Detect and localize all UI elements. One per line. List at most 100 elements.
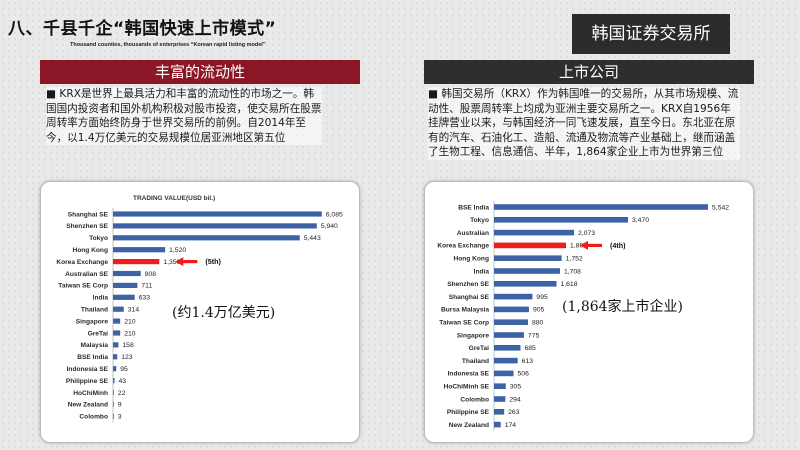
listing-chart-bar-highlight: [494, 242, 566, 249]
trading-chart-value-label: 808: [145, 271, 157, 278]
listing-chart-value-label: 1,864: [570, 243, 587, 250]
listing-chart-arrowhead-icon: [579, 240, 588, 250]
listing-chart-category-label: Australian: [457, 230, 489, 237]
listing-chart-bar: [494, 357, 518, 364]
trading-chart-bar: [113, 366, 117, 372]
trading-chart-value-label: 210: [124, 330, 136, 337]
trading-chart-bar: [113, 389, 114, 396]
trading-chart-category-label: Australian SE: [65, 271, 108, 278]
listing-chart-bar: [494, 421, 501, 428]
trading-chart-value-label: 123: [121, 354, 133, 361]
trading-chart-arrow-icon: [181, 260, 198, 264]
page-subtitle: Thousand counties, thousands of enterpri…: [70, 42, 266, 48]
listed-companies-header: 上市公司: [424, 60, 754, 84]
trading-chart-value-label: 9: [118, 402, 122, 409]
listing-chart-bar: [494, 217, 629, 223]
listing-chart-value-label: 5,542: [712, 204, 729, 211]
trading-chart-value-label: 5,940: [321, 223, 338, 230]
trading-chart-rank-label: (5th): [205, 257, 221, 266]
listing-chart-bar: [494, 306, 529, 313]
listing-chart-category-label: New Zealand: [449, 422, 489, 429]
listing-chart-category-label: Philippine SE: [447, 409, 490, 416]
trading-chart-category-label: Korea Exchange: [56, 259, 108, 266]
listed-companies-chart: BSE India 5,542 Tokyo 3,470 Australian 2,073 K…: [437, 201, 729, 431]
listing-chart-category-label: Singapore: [457, 332, 490, 339]
listing-chart-value-label: 995: [536, 294, 548, 301]
listing-chart-value-label: 613: [522, 358, 534, 365]
trading-chart-title: TRADING VALUE(USD bil.): [133, 195, 215, 202]
trading-chart-value-label: 314: [128, 307, 140, 314]
listing-chart-value-label: 1,618: [560, 281, 577, 288]
listing-chart-category-label: Thailand: [462, 358, 489, 365]
exchange-badge: 韩国证券交易所: [572, 14, 730, 54]
trading-chart-category-label: Thailand: [81, 307, 108, 314]
listing-chart-bar: [494, 255, 562, 261]
listing-chart-bar: [494, 370, 514, 377]
listed-description: ■ 韩国交易所（KRX）作为韩国唯一的交易所，从其市场规模、流动性、股票周转率上…: [428, 87, 740, 160]
trading-chart-bar: [113, 413, 114, 419]
listing-chart-category-label: HoChiMinh SE: [444, 384, 490, 391]
listing-chart-bar: [494, 319, 528, 325]
trading-chart-bar: [113, 282, 138, 288]
listing-chart-category-label: Colombo: [460, 396, 489, 403]
listing-chart-value-label: 880: [532, 320, 544, 327]
trading-chart-bar: [113, 270, 141, 277]
listing-chart-value-label: 305: [510, 384, 522, 391]
listing-chart-value-label: 263: [508, 409, 520, 416]
trading-chart-category-label: Singapore: [76, 318, 109, 325]
trading-value-chart: TRADING VALUE(USD bil.) Shanghai SE 6,085 S…: [56, 195, 343, 423]
trading-chart-category-label: India: [93, 295, 109, 302]
trading-chart-category-label: GreTai: [88, 330, 109, 337]
listing-chart-value-label: 294: [509, 396, 521, 403]
listing-chart-bar: [494, 281, 557, 287]
listing-chart-category-label: Bursa Malaysia: [441, 307, 489, 314]
liquidity-header: 丰富的流动性: [40, 60, 360, 84]
trading-chart-bar: [113, 247, 166, 253]
trading-chart-category-label: Colombo: [79, 414, 108, 421]
listing-chart-value-label: 775: [528, 332, 540, 339]
listing-chart-bar: [494, 383, 506, 389]
listing-chart-value-label: 3,470: [632, 217, 649, 224]
trading-chart-bar: [113, 378, 115, 384]
trading-chart-value-label: 22: [118, 390, 126, 397]
listing-chart-category-label: Hong Kong: [453, 256, 489, 263]
trading-chart-bar: [113, 235, 300, 241]
listing-chart-bar: [494, 396, 506, 402]
liquidity-description-text: KRX是世界上最具活力和丰富的流动性的市场之一。韩国国内投资者和国外机构积极对股…: [46, 88, 322, 144]
trading-chart-arrowhead-icon: [175, 257, 184, 267]
trading-chart-category-label: Malaysia: [81, 342, 109, 349]
listing-chart-category-label: Shenzhen SE: [447, 281, 489, 288]
trading-chart-value-label: 711: [141, 283, 152, 290]
listing-chart-category-label: GreTai: [469, 345, 490, 352]
trading-chart-value-label: 1,350: [163, 259, 180, 266]
listing-chart-bar: [494, 229, 575, 236]
listing-chart-category-label: Taiwan SE Corp: [439, 320, 489, 327]
trading-chart-value-label: 43: [118, 378, 126, 385]
trading-chart-value-label: 633: [139, 295, 151, 302]
listing-chart-value-label: 174: [505, 422, 517, 429]
trading-chart-bar: [113, 342, 119, 348]
trading-chart-category-label: Tokyo: [89, 235, 108, 242]
listing-chart-value-label: 1,708: [564, 268, 581, 275]
trading-chart-value-label: 210: [124, 318, 136, 325]
listing-chart-bar: [494, 293, 533, 300]
listing-chart-value-label: 506: [518, 371, 530, 378]
listing-chart-bar: [494, 345, 521, 351]
trading-chart-category-label: Shenzhen SE: [66, 223, 108, 230]
trading-value-annotation: (约1.4万亿美元): [172, 305, 276, 321]
trading-chart-bar: [113, 330, 121, 336]
trading-chart-value-label: 6,085: [326, 211, 343, 218]
trading-chart-category-label: Taiwan SE Corp: [58, 283, 108, 290]
listing-chart-category-label: Shanghai SE: [449, 294, 490, 301]
trading-chart-value-label: 1,520: [169, 247, 186, 254]
listing-chart-bar: [494, 204, 709, 210]
trading-chart-bar: [113, 306, 124, 312]
trading-chart-category-label: HoChiMinh: [73, 390, 108, 397]
trading-chart-value-label: 5,443: [304, 235, 321, 242]
trading-chart-bar-highlight: [113, 259, 160, 265]
listing-chart-value-label: 685: [524, 345, 536, 352]
listing-chart-value-label: 905: [533, 307, 545, 314]
trading-chart-category-label: New Zealand: [68, 402, 108, 409]
listed-description-text: 韩国交易所（KRX）作为韩国唯一的交易所，从其市场规模、流动性、股票周转率上均成…: [428, 88, 739, 159]
trading-chart-bar: [113, 211, 322, 217]
